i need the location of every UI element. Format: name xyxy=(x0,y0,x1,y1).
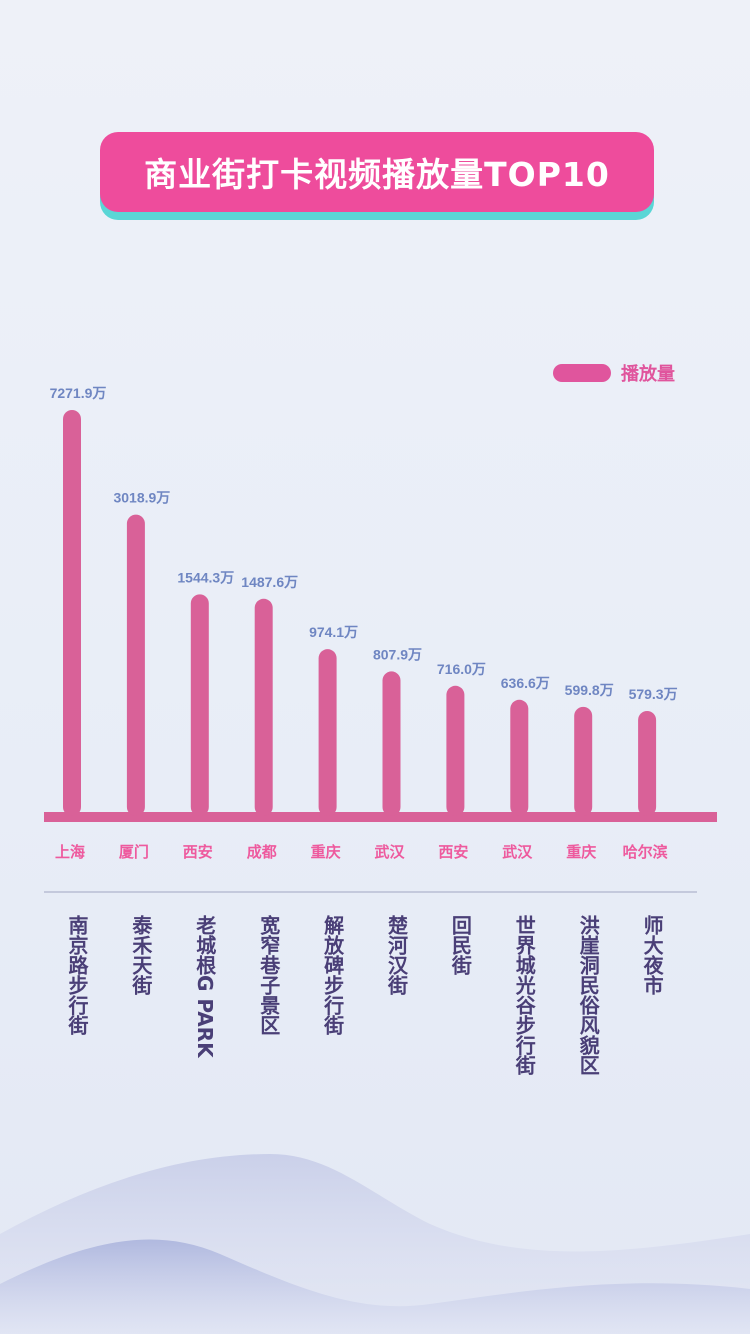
street-name-5: 解放碑步行街 xyxy=(320,915,345,1035)
value-label-9: 599.8万 xyxy=(565,682,614,698)
value-label-5: 974.1万 xyxy=(309,624,358,640)
value-label-2: 3018.9万 xyxy=(113,490,170,506)
street-name-8: 世界城光谷步行街 xyxy=(512,915,537,1075)
street-name-1: 南京路步行街 xyxy=(65,915,89,1035)
street-name-9: 洪崖洞民俗风貌区 xyxy=(576,915,601,1075)
value-label-7: 716.0万 xyxy=(437,661,486,677)
street-name-7: 回民街 xyxy=(448,915,473,975)
street-names: 南京路步行街 泰禾天街 老城根G PARK 宽窄巷子景区 解放碑步行街 楚河汉街 回民街 世界… xyxy=(0,915,750,1115)
street-name-2: 泰禾天街 xyxy=(128,915,153,995)
value-label-3: 1544.3万 xyxy=(177,569,234,585)
bar-7 xyxy=(446,685,465,816)
street-name-10: 师大夜市 xyxy=(640,915,665,995)
legend: 播放量 xyxy=(553,360,675,386)
value-label-6: 807.9万 xyxy=(373,646,422,662)
city-label-10: 哈尔滨 xyxy=(623,843,668,861)
value-label-1: 7271.9万 xyxy=(50,385,107,401)
city-label-1: 上海 xyxy=(55,843,85,861)
value-label-10: 579.3万 xyxy=(629,686,678,702)
city-label-7: 西安 xyxy=(438,843,468,861)
bar-3 xyxy=(190,594,209,816)
bar-4 xyxy=(254,598,273,816)
city-label-2: 厦门 xyxy=(119,843,149,861)
street-name-3: 老城根G PARK xyxy=(192,915,217,1058)
city-label-9: 重庆 xyxy=(566,843,596,861)
value-label-8: 636.6万 xyxy=(501,675,550,691)
bar-9 xyxy=(574,706,593,816)
x-axis-line xyxy=(44,812,717,822)
legend-label: 播放量 xyxy=(621,364,675,385)
city-label-4: 成都 xyxy=(247,843,277,861)
mountain-decoration xyxy=(0,1154,750,1334)
city-label-6: 武汉 xyxy=(374,843,405,861)
value-label-4: 1487.6万 xyxy=(241,574,298,590)
bar-10 xyxy=(638,711,657,816)
bar-1 xyxy=(63,410,81,816)
street-name-4: 宽窄巷子景区 xyxy=(256,915,281,1035)
bar-6 xyxy=(382,671,401,816)
city-label-3: 西安 xyxy=(183,843,213,861)
bar-2 xyxy=(126,514,145,816)
chart-title: 商业街打卡视频播放量TOP10 xyxy=(100,132,654,212)
city-label-5: 重庆 xyxy=(311,843,341,861)
city-label-8: 武汉 xyxy=(502,843,533,861)
bar-5 xyxy=(318,649,337,816)
street-name-6: 楚河汉街 xyxy=(384,915,409,995)
legend-swatch xyxy=(553,364,611,382)
bar-8 xyxy=(510,699,529,816)
title-banner: 商业街打卡视频播放量TOP10 xyxy=(100,132,654,220)
